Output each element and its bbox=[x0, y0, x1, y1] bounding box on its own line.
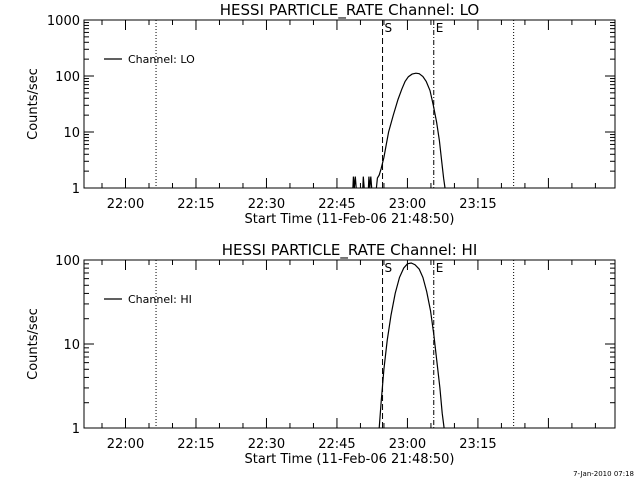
chart-2-x-tick-label: 23:15 bbox=[459, 437, 496, 452]
chart-2-x-tick-label: 22:00 bbox=[107, 437, 144, 452]
chart-1-x-tick-label: 23:00 bbox=[389, 197, 426, 212]
chart-2-x-tick-label: 22:15 bbox=[177, 437, 214, 452]
chart-1-x-tick-label: 22:45 bbox=[318, 197, 355, 212]
chart-2-y-axis-label: Counts/sec bbox=[26, 308, 41, 380]
chart-1-y-tick-label: 100 bbox=[55, 70, 80, 85]
chart-1-x-tick-label: 22:00 bbox=[107, 197, 144, 212]
chart-2-y-tick-label: 1 bbox=[72, 422, 80, 437]
chart-1-marker-label-e: E bbox=[436, 21, 444, 35]
chart-2-y-tick-label: 10 bbox=[63, 338, 80, 353]
chart-1-plot-frame bbox=[83, 19, 616, 189]
chart-2-legend-label: Channel: HI bbox=[128, 293, 192, 306]
chart-1-marker-label-s: S bbox=[385, 21, 393, 35]
chart-1-x-tick-label: 22:15 bbox=[177, 197, 214, 212]
chart-2-x-tick-label: 22:45 bbox=[318, 437, 355, 452]
chart-1-series-line-1-2 bbox=[362, 176, 365, 189]
chart-2-title: HESSI PARTICLE_RATE Channel: HI bbox=[222, 241, 478, 260]
chart-2-plot-frame bbox=[83, 259, 616, 429]
chart-1-x-tick-label: 23:15 bbox=[459, 197, 496, 212]
chart-1-series-line-1-1 bbox=[352, 176, 357, 189]
chart-1-x-axis-label: Start Time (11-Feb-06 21:48:50) bbox=[245, 212, 455, 227]
chart-2-marker-label-e: E bbox=[436, 261, 444, 275]
chart-1-series-line-1-3 bbox=[367, 176, 373, 189]
chart-2-x-tick-label: 23:00 bbox=[389, 437, 426, 452]
chart-2-x-axis-label: Start Time (11-Feb-06 21:48:50) bbox=[245, 452, 455, 467]
chart-2-series-line-1-1 bbox=[378, 262, 445, 429]
chart-1-y-tick-label: 1 bbox=[72, 182, 80, 197]
chart-1-x-tick-label: 22:30 bbox=[248, 197, 285, 212]
chart-2-marker-label-s: S bbox=[385, 261, 393, 275]
chart-1-legend-label: Channel: LO bbox=[128, 53, 195, 66]
chart-1-series-line-1-4 bbox=[375, 72, 446, 189]
chart-1-y-tick-label: 10 bbox=[63, 126, 80, 141]
chart-1-title: HESSI PARTICLE_RATE Channel: LO bbox=[220, 1, 479, 20]
chart-2-x-tick-label: 22:30 bbox=[248, 437, 285, 452]
chart-1-y-axis-label: Counts/sec bbox=[26, 68, 41, 140]
chart-1-y-tick-label: 1000 bbox=[47, 14, 80, 29]
plot-timestamp: 7-Jan-2010 07:18 bbox=[573, 470, 634, 478]
chart-2-y-tick-label: 100 bbox=[55, 254, 80, 269]
